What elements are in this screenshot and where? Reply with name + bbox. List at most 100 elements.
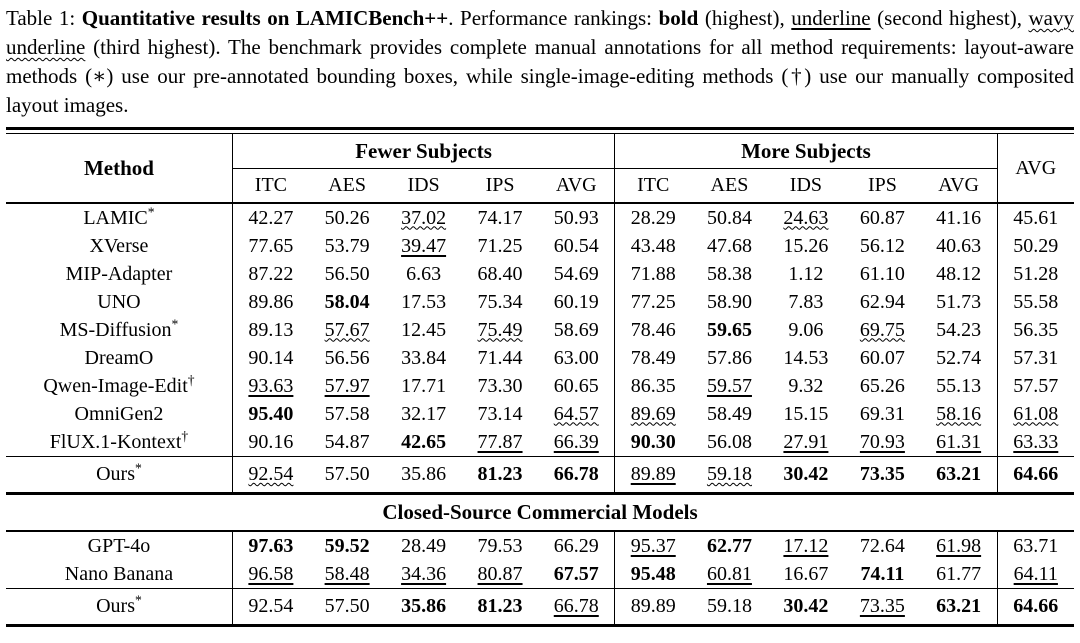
- metric-value: 40.63: [920, 232, 998, 260]
- metric-value: 71.88: [615, 260, 691, 288]
- method-name: FlUX.1-Kontext†: [6, 428, 233, 457]
- metric-value-text: 92.54: [248, 595, 294, 617]
- metric-value: 54.23: [920, 316, 998, 344]
- metric-value-text: 30.42: [783, 463, 829, 485]
- metric-value: 33.84: [385, 344, 461, 372]
- metric-value-text: 58.90: [706, 290, 752, 313]
- metric-value: 50.84: [691, 203, 767, 232]
- column-header-ids: IDS: [767, 168, 845, 204]
- metric-value: 89.89: [614, 456, 692, 494]
- metric-value-text: 45.61: [1013, 206, 1059, 229]
- metric-value: 34.36: [385, 560, 461, 589]
- metric-value: 57.86: [691, 344, 767, 372]
- metric-value: 56.35: [997, 316, 1074, 344]
- metric-value-text: 97.63: [248, 534, 294, 557]
- metric-value: 50.26: [309, 203, 385, 232]
- metric-value-text: 67.57: [553, 562, 599, 585]
- caption-segment: (highest),: [698, 6, 792, 30]
- metric-value: 61.98: [920, 531, 998, 560]
- metric-value: 28.29: [615, 203, 691, 232]
- method-name: UNO: [6, 288, 233, 316]
- metric-value: 58.16: [920, 400, 998, 428]
- table-row: LAMIC* 42.27 50.26 37.02 74.17 50.93 28.29 50.8…: [6, 203, 1074, 232]
- metric-value: 67.57: [538, 560, 616, 589]
- metric-value: 89.86: [232, 288, 308, 316]
- metric-value-text: 57.58: [324, 402, 370, 425]
- metric-value-text: 57.67: [324, 318, 370, 341]
- metric-value: 56.50: [309, 260, 385, 288]
- metric-value: 93.63: [232, 372, 308, 400]
- metric-value: 35.86: [385, 588, 462, 626]
- metric-value-text: 41.16: [936, 206, 982, 229]
- metric-value: 89.69: [615, 400, 691, 428]
- metric-value: 74.11: [844, 560, 920, 589]
- column-header-avg: AVG: [997, 133, 1074, 204]
- metric-value: 81.23: [461, 456, 539, 494]
- metric-value: 30.42: [767, 588, 845, 626]
- caption-segment: (second highest),: [870, 6, 1029, 30]
- metric-value: 68.40: [462, 260, 538, 288]
- metric-value-text: 34.36: [401, 562, 447, 585]
- metric-value-text: 55.58: [1013, 290, 1059, 313]
- metric-value-text: 58.38: [706, 262, 752, 285]
- method-name: Nano Banana: [6, 560, 233, 589]
- metric-value-text: 56.56: [324, 346, 370, 369]
- metric-value: 50.93: [538, 203, 616, 232]
- metric-value-text: 63.33: [1013, 430, 1059, 453]
- metric-value-text: 42.65: [401, 430, 447, 453]
- metric-value-text: 60.87: [859, 206, 905, 229]
- metric-value: 59.18: [691, 588, 768, 626]
- metric-value: 43.48: [615, 232, 691, 260]
- metric-value-text: 65.26: [859, 374, 905, 397]
- method-superscript: *: [135, 460, 142, 476]
- metric-value-text: 81.23: [477, 595, 523, 617]
- metric-value-text: 59.65: [706, 318, 752, 341]
- metric-value: 60.19: [538, 288, 616, 316]
- column-header-itc: ITC: [614, 168, 692, 204]
- metric-value: 64.66: [997, 456, 1074, 494]
- metric-value-text: 90.14: [248, 346, 294, 369]
- metric-value-text: 64.66: [1013, 595, 1059, 617]
- metric-value-text: 95.48: [630, 562, 676, 585]
- metric-value-text: 37.02: [401, 206, 447, 229]
- metric-value: 17.53: [385, 288, 461, 316]
- table-body: LAMIC* 42.27 50.26 37.02 74.17 50.93 28.29 50.8…: [6, 203, 1074, 626]
- metric-value: 63.33: [997, 428, 1074, 457]
- metric-value: 61.10: [844, 260, 920, 288]
- metric-value-text: 17.12: [783, 534, 829, 557]
- metric-value-text: 63.71: [1013, 534, 1059, 557]
- metric-value-text: 74.17: [477, 206, 523, 229]
- metric-value: 92.54: [232, 456, 309, 494]
- metric-value-text: 73.14: [477, 402, 523, 425]
- metric-value-text: 66.39: [553, 430, 599, 453]
- metric-value-text: 69.31: [859, 402, 905, 425]
- table-row: XVerse 77.65 53.79 39.47 71.25 60.54 43.48 47.6…: [6, 232, 1074, 260]
- metric-value-text: 56.50: [324, 262, 370, 285]
- method-superscript: *: [171, 315, 179, 331]
- metric-value-text: 89.86: [248, 290, 294, 313]
- metric-value-text: 63.00: [553, 346, 599, 369]
- metric-value: 79.53: [462, 531, 538, 560]
- metric-value: 48.12: [920, 260, 998, 288]
- metric-value: 59.65: [691, 316, 767, 344]
- metric-value-text: 95.37: [630, 534, 676, 557]
- metric-value: 64.66: [997, 588, 1074, 626]
- method-name: OmniGen2: [6, 400, 233, 428]
- metric-value-text: 74.11: [860, 562, 905, 585]
- metric-value-text: 58.48: [324, 562, 370, 585]
- metric-value: 72.64: [844, 531, 920, 560]
- metric-value-text: 72.64: [859, 534, 905, 557]
- metric-value: 58.49: [691, 400, 767, 428]
- metric-value: 59.52: [309, 531, 385, 560]
- method-name: MS-Diffusion*: [6, 315, 233, 344]
- caption-segment: bold: [658, 6, 699, 30]
- metric-value-text: 61.98: [936, 534, 982, 557]
- metric-value-text: 35.86: [401, 595, 447, 617]
- table-row: Ours* 92.54 57.50 35.86 81.23 66.78 89.89 59.18…: [6, 588, 1074, 626]
- metric-value: 24.63: [768, 203, 844, 232]
- metric-value: 50.29: [997, 232, 1074, 260]
- metric-value-text: 77.65: [248, 234, 294, 257]
- caption-segment: Quantitative results on LAMICBench++: [81, 6, 449, 30]
- metric-value-text: 71.44: [477, 346, 523, 369]
- metric-value: 7.83: [768, 288, 844, 316]
